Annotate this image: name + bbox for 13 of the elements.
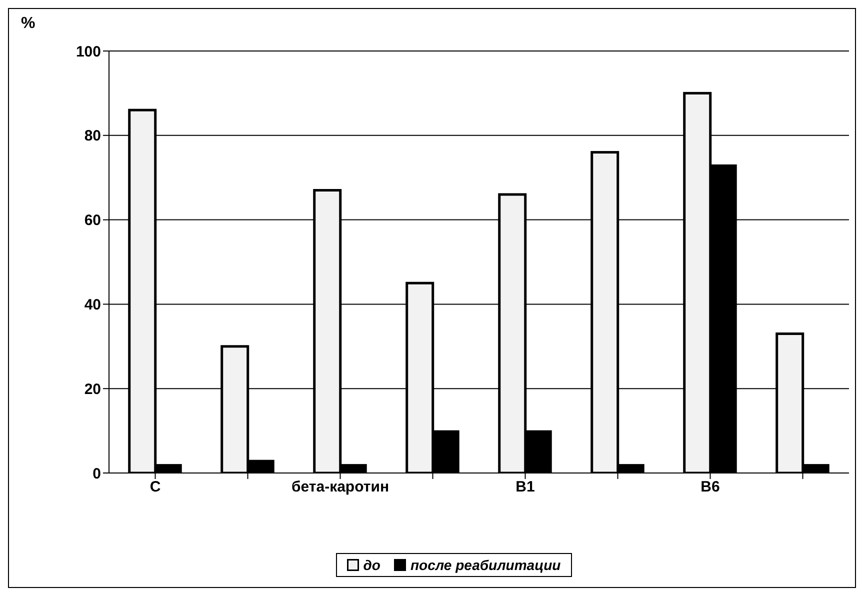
legend-label: после реабилитации [409,557,561,573]
y-tick-label: 20 [84,380,101,398]
legend-label: до [362,557,380,573]
y-tick-label: 0 [92,465,101,482]
y-tick-label: 80 [84,128,101,145]
x-tick-label: B1 [516,478,535,496]
x-tick-label: B6 [700,478,720,496]
x-tick-label: C [150,478,161,496]
y-axis-title: % [21,15,36,33]
y-tick-label: 40 [84,296,101,314]
y-tick-label: 60 [84,212,101,230]
y-tick-label: 100 [76,43,101,60]
x-tick-label: бета-каротин [291,478,390,496]
